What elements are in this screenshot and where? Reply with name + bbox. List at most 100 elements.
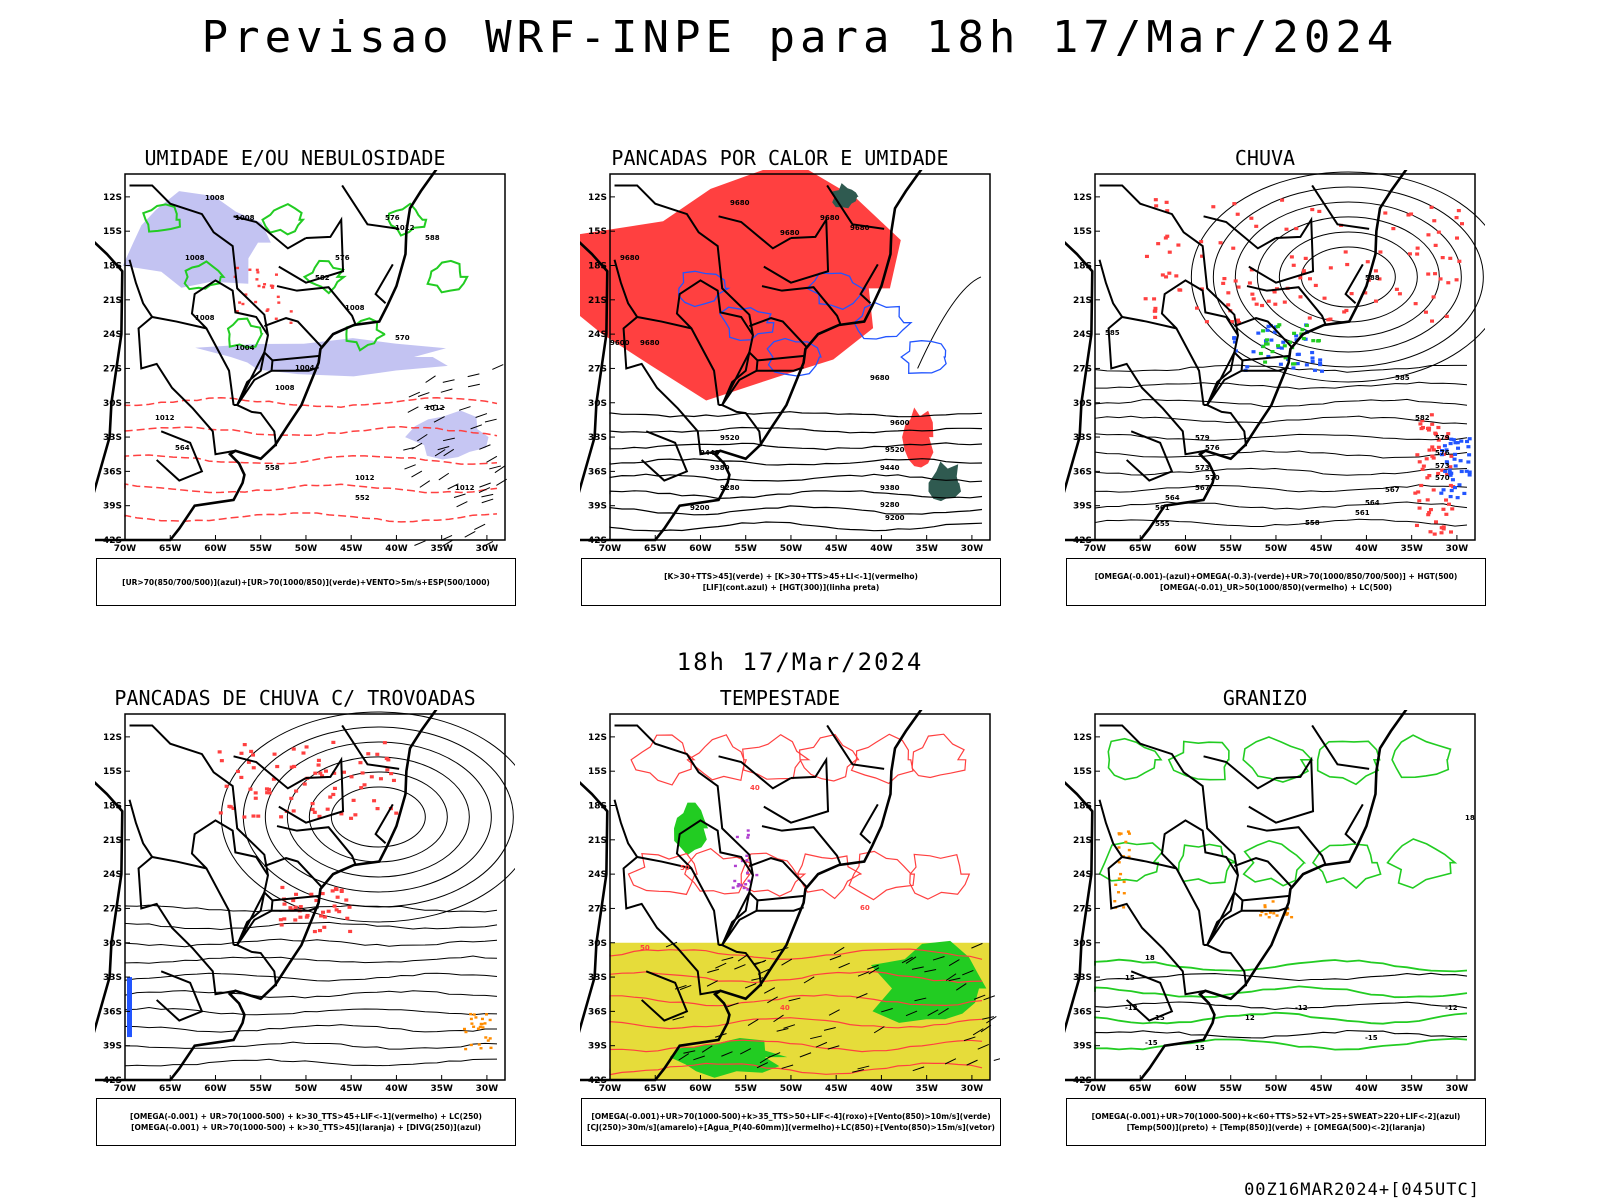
storm-area: [330, 889, 335, 893]
storm-area: [302, 782, 307, 786]
rain-green: [1299, 332, 1304, 336]
storm-area: [239, 775, 244, 780]
state-border: [613, 799, 638, 858]
contour-label: 9280: [880, 501, 900, 509]
storm-area: [291, 747, 296, 751]
rain-area: [1419, 426, 1424, 431]
thickness-dot: [241, 302, 245, 306]
storm-area: [323, 769, 328, 773]
rain-area: [1436, 445, 1441, 449]
storm-area: [291, 809, 296, 813]
severe-area: [755, 873, 759, 877]
lat-label: 33S: [1073, 433, 1092, 443]
lat-label: 39S: [588, 1042, 607, 1052]
height-contour: [609, 458, 983, 466]
storm-area: [289, 796, 294, 800]
rain-blue: [1276, 345, 1281, 349]
panel-tempestade: TEMPESTADE 40 50 60 40 50 12S 15S 18S 21S 24S 27S 3…: [555, 686, 1005, 1186]
lat-label: 24S: [103, 330, 122, 340]
contour-label: 50: [640, 944, 650, 952]
state-border: [233, 755, 307, 790]
panel-title: TEMPESTADE: [719, 686, 841, 710]
state-border: [1206, 944, 1248, 987]
rain-blue: [1452, 486, 1457, 490]
storm-area: [304, 745, 309, 749]
wind-vector: [683, 1050, 696, 1054]
rain-area: [1417, 460, 1422, 464]
wind-vector: [751, 977, 764, 981]
rain-area: [1343, 250, 1348, 254]
state-border: [718, 215, 792, 250]
lat-label: 21S: [103, 836, 122, 846]
state-border: [1233, 857, 1293, 888]
panel-pancadas-trovoadas: PANCADAS DE CHUVA C/ TROVOADAS 12S 15S 18S…: [70, 686, 520, 1186]
omega-area: [1290, 915, 1294, 919]
severe-area: [737, 882, 741, 886]
rain-area: [1280, 198, 1285, 202]
contour-label: 552: [355, 494, 370, 502]
lon-label: 65W: [644, 544, 667, 554]
storm-area: [316, 763, 321, 767]
lon-label: 30W: [1446, 544, 1469, 554]
rain-area: [1199, 240, 1204, 244]
state-border: [137, 315, 236, 456]
rain-area: [1418, 422, 1423, 426]
wind-vector: [715, 962, 727, 969]
storm-area: [227, 804, 232, 809]
lon-label: 70W: [1084, 544, 1107, 554]
severe-area: [739, 884, 743, 887]
streamline: [1094, 501, 1468, 510]
map-frame: [1094, 713, 1476, 1081]
rain-area: [1438, 277, 1443, 281]
rain-area: [1428, 507, 1433, 512]
rain-area: [1427, 473, 1432, 478]
wind-vector: [763, 987, 776, 994]
rain-green: [1258, 351, 1263, 356]
rain-green: [1287, 340, 1292, 344]
contour-label: 9680: [850, 224, 870, 232]
instability-orange: [472, 1025, 476, 1028]
storm-area: [242, 743, 247, 747]
contour-label: 576: [1205, 444, 1220, 452]
lat-label: 12S: [103, 193, 122, 203]
omega-area: [1117, 832, 1121, 835]
rain-area: [1310, 207, 1315, 212]
wind-vector: [665, 941, 678, 948]
thickness-contour: [124, 483, 498, 494]
rain-area: [1448, 483, 1453, 488]
lat-label: 39S: [1073, 1042, 1092, 1052]
streamline: [264, 741, 492, 893]
lon-label: 35W: [1400, 1084, 1423, 1094]
wind-vector: [419, 480, 431, 488]
state-border: [276, 825, 357, 866]
legend-line: [OMEGA(-0.001) + UR>70(1000-500) + k>30_…: [131, 1123, 481, 1132]
rain-blue: [1295, 362, 1300, 366]
instability-orange: [479, 1047, 483, 1050]
storm-area: [334, 887, 339, 892]
contour-label: 558: [1305, 519, 1320, 527]
rain-area: [1439, 531, 1444, 535]
rain-blue: [1467, 473, 1472, 477]
streamline: [124, 990, 498, 999]
height-contour: [609, 490, 983, 500]
storm-area: [322, 925, 327, 929]
lat-label: 42S: [588, 536, 607, 546]
wind-vector: [810, 1035, 822, 1040]
rain-area: [1436, 425, 1441, 430]
rain-area: [1291, 263, 1296, 267]
state-border: [374, 263, 394, 304]
wind-vector: [944, 1058, 957, 1065]
rain-area: [1431, 456, 1436, 460]
wind-vector: [911, 966, 924, 970]
rain-blue: [1232, 340, 1237, 344]
lat-label: 33S: [588, 973, 607, 983]
wind-vector: [932, 956, 945, 961]
wind-vector: [768, 1052, 781, 1058]
lat-label: 12S: [1073, 193, 1092, 203]
thickness-dot: [274, 317, 278, 320]
lon-label: 30W: [1446, 1084, 1469, 1094]
lon-label: 65W: [1129, 544, 1152, 554]
thickness-dot: [274, 273, 278, 276]
wind-vector: [707, 968, 720, 973]
